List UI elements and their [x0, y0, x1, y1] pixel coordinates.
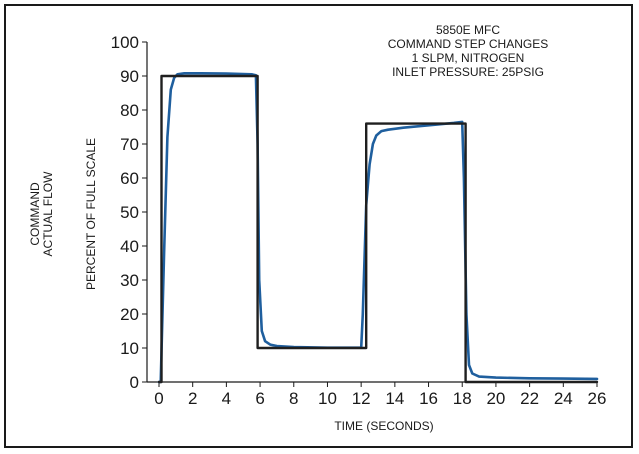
x-tick-label: 6	[255, 389, 264, 408]
y-tick-label: 70	[120, 135, 139, 154]
x-axis-title: TIME (SECONDS)	[334, 419, 433, 433]
y-tick-label: 40	[120, 237, 139, 256]
title-line-4: INLET PRESSURE: 25PSIG	[392, 65, 544, 79]
y-tick-label: 100	[111, 33, 139, 52]
x-tick-label: 24	[554, 389, 573, 408]
command-series-line	[157, 74, 599, 384]
y-axis-title-line-2: ACTUAL FLOW	[41, 171, 55, 257]
chart-title: 5850E MFC COMMAND STEP CHANGES 1 SLPM, N…	[388, 23, 548, 79]
x-tick-label: 14	[385, 389, 404, 408]
x-tick-label: 22	[520, 389, 539, 408]
x-tick-label: 4	[222, 389, 231, 408]
x-tick-label: 12	[352, 389, 371, 408]
y-tick-label: 20	[120, 305, 139, 324]
title-line-2: COMMAND STEP CHANGES	[388, 37, 548, 51]
x-tick-label: 10	[318, 389, 337, 408]
actual-series-line	[157, 72, 599, 384]
y-tick-label: 0	[130, 373, 139, 392]
y-tick-label: 10	[120, 339, 139, 358]
x-tick-label: 26	[588, 389, 607, 408]
axes	[146, 42, 597, 383]
x-tick-label: 8	[289, 389, 298, 408]
x-tick-label: 2	[188, 389, 197, 408]
title-line-3: 1 SLPM, NITROGEN	[412, 51, 525, 65]
y-axis-title: COMMAND ACTUAL FLOW PERCENT OF FULL SCAL…	[28, 138, 98, 290]
y-tick-label: 80	[120, 101, 139, 120]
y-tick-label: 90	[120, 67, 139, 86]
y-tick-label: 60	[120, 169, 139, 188]
x-tick-label: 20	[486, 389, 505, 408]
y-tick-label: 30	[120, 271, 139, 290]
chart-frame	[4, 4, 633, 448]
y-axis-title-line-3: PERCENT OF FULL SCALE	[84, 138, 98, 290]
y-axis-title-line-1: COMMAND	[28, 182, 42, 246]
x-tick-label: 16	[419, 389, 438, 408]
y-tick-label: 50	[120, 203, 139, 222]
series-lines	[157, 72, 599, 384]
x-tick-label: 0	[154, 389, 163, 408]
title-line-1: 5850E MFC	[436, 23, 500, 37]
x-tick-label: 18	[453, 389, 472, 408]
